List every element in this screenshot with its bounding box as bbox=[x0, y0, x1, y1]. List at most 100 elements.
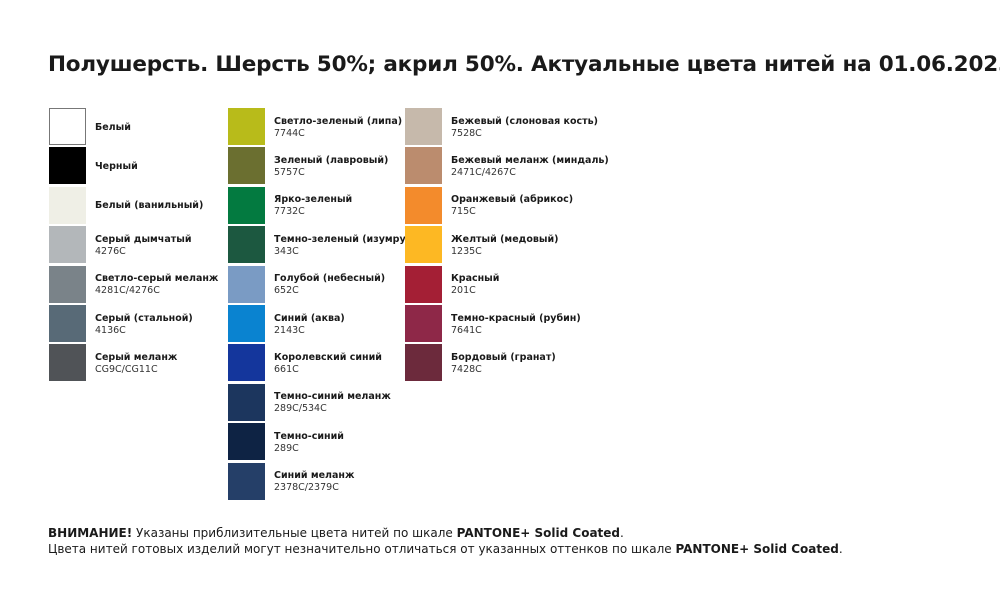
color-name: Серый меланж bbox=[95, 352, 178, 364]
color-label: Красный 201C bbox=[451, 273, 499, 297]
color-name: Оранжевый (абрикос) bbox=[451, 194, 574, 206]
color-swatch bbox=[228, 344, 265, 382]
color-swatch bbox=[49, 265, 86, 303]
color-label: Белый (ванильный) bbox=[95, 200, 203, 212]
color-label: Синий (аква) 2143C bbox=[274, 313, 345, 337]
color-label: Голубой (небесный) 652C bbox=[274, 273, 385, 297]
color-swatch bbox=[405, 186, 442, 224]
color-label: Белый bbox=[95, 122, 131, 134]
color-swatch bbox=[49, 304, 86, 342]
pantone-code: 343C bbox=[274, 245, 299, 257]
pantone-code: 289C bbox=[274, 442, 299, 454]
pantone-code: 2471C/4267C bbox=[451, 167, 516, 179]
color-name: Синий меланж bbox=[274, 470, 355, 482]
color-name: Темно-зеленый (изумруд) bbox=[274, 233, 418, 245]
pantone-code: 5757C bbox=[274, 167, 305, 179]
color-name: Желтый (медовый) bbox=[451, 233, 559, 245]
color-swatch bbox=[49, 108, 86, 145]
color-name: Голубой (небесный) bbox=[274, 273, 386, 285]
color-label: Бежевый меланж (миндаль) 2471C/4267C bbox=[451, 155, 609, 179]
color-label: Светло-серый меланж 4281C/4276C bbox=[95, 273, 218, 297]
color-label: Темно-синий 289C bbox=[274, 431, 344, 455]
color-name: Серый (стальной) bbox=[95, 312, 193, 324]
color-swatch bbox=[228, 186, 265, 224]
disclaimer-line-2: Цвета нитей готовых изделий могут незнач… bbox=[48, 542, 843, 556]
warning-label: ВНИМАНИЕ! bbox=[48, 526, 133, 540]
color-swatch bbox=[228, 226, 265, 264]
pantone-code: 2378C/2379C bbox=[274, 482, 339, 494]
color-label: Серый (стальной) 4136C bbox=[95, 313, 193, 337]
period: . bbox=[620, 526, 624, 540]
disclaimer-line-1: ВНИМАНИЕ! Указаны приблизительные цвета … bbox=[48, 526, 624, 540]
color-swatch bbox=[405, 226, 442, 264]
color-swatch bbox=[405, 265, 442, 303]
color-name: Темно-синий меланж bbox=[274, 391, 391, 403]
pantone-code: 7528C bbox=[451, 127, 482, 139]
color-label: Ярко-зеленый 7732C bbox=[274, 194, 352, 218]
color-name: Королевский синий bbox=[274, 352, 382, 364]
disclaimer-text: Цвета нитей готовых изделий могут незнач… bbox=[48, 542, 676, 556]
color-swatch bbox=[49, 344, 86, 382]
pantone-code: 201C bbox=[451, 285, 476, 297]
color-name: Бежевый меланж (миндаль) bbox=[451, 155, 609, 167]
color-swatch bbox=[228, 462, 265, 500]
color-name: Серый дымчатый bbox=[95, 233, 192, 245]
color-name: Светло-зеленый (липа) bbox=[274, 115, 403, 127]
color-name: Синий (аква) bbox=[274, 312, 345, 324]
pantone-brand: PANTONE+ Solid Coated bbox=[456, 526, 621, 540]
color-name: Ярко-зеленый bbox=[274, 194, 353, 206]
color-label: Серый дымчатый 4276C bbox=[95, 234, 191, 258]
color-swatch bbox=[405, 344, 442, 382]
page-title: Полушерсть. Шерсть 50%; акрил 50%. Актуа… bbox=[48, 52, 1000, 77]
color-swatch bbox=[228, 108, 265, 145]
color-name: Белый (ванильный) bbox=[95, 200, 204, 212]
color-swatch bbox=[228, 147, 265, 185]
color-swatch bbox=[228, 265, 265, 303]
color-label: Светло-зеленый (липа) 7744C bbox=[274, 116, 402, 140]
color-label: Темно-синий меланж 289C/534C bbox=[274, 391, 391, 415]
pantone-code: 2143C bbox=[274, 324, 305, 336]
color-label: Темно-красный (рубин) 7641C bbox=[451, 313, 581, 337]
color-swatch bbox=[405, 147, 442, 185]
disclaimer-text: Указаны приблизительные цвета нитей по ш… bbox=[132, 526, 457, 540]
color-swatch bbox=[405, 108, 442, 145]
color-label: Бежевый (слоновая кость) 7528C bbox=[451, 116, 598, 140]
pantone-code: 715C bbox=[451, 206, 476, 218]
color-label: Желтый (медовый) 1235C bbox=[451, 234, 558, 258]
pantone-code: 661C bbox=[274, 364, 299, 376]
color-name: Черный bbox=[95, 161, 138, 173]
pantone-code: 4281C/4276C bbox=[95, 285, 160, 297]
color-name: Темно-синий bbox=[274, 430, 344, 442]
color-label: Темно-зеленый (изумруд) 343C bbox=[274, 234, 418, 258]
pantone-code: 7744C bbox=[274, 127, 305, 139]
color-swatch bbox=[49, 226, 86, 264]
pantone-code: 1235C bbox=[451, 245, 482, 257]
color-name: Зеленый (лавровый) bbox=[274, 155, 389, 167]
color-swatch bbox=[228, 383, 265, 421]
color-name: Светло-серый меланж bbox=[95, 273, 219, 285]
pantone-code: 289C/534C bbox=[274, 403, 327, 415]
color-label: Зеленый (лавровый) 5757C bbox=[274, 155, 388, 179]
color-name: Бежевый (слоновая кость) bbox=[451, 115, 598, 127]
pantone-code: 7428C bbox=[451, 364, 482, 376]
pantone-brand: PANTONE+ Solid Coated bbox=[675, 542, 839, 556]
color-swatch bbox=[49, 147, 86, 185]
color-name: Красный bbox=[451, 273, 500, 285]
color-name: Темно-красный (рубин) bbox=[451, 312, 581, 324]
color-name: Бордовый (гранат) bbox=[451, 352, 556, 364]
color-swatch bbox=[405, 304, 442, 342]
pantone-code: 652C bbox=[274, 285, 299, 297]
color-label: Оранжевый (абрикос) 715C bbox=[451, 194, 573, 218]
pantone-code: 7641C bbox=[451, 324, 482, 336]
color-swatch bbox=[49, 186, 86, 224]
color-swatch bbox=[228, 304, 265, 342]
color-label: Синий меланж 2378C/2379C bbox=[274, 470, 354, 494]
pantone-code: 4276C bbox=[95, 245, 126, 257]
period: . bbox=[838, 542, 843, 556]
color-label: Королевский синий 661C bbox=[274, 352, 382, 376]
pantone-code: CG9C/CG11C bbox=[95, 364, 158, 376]
color-label: Бордовый (гранат) 7428C bbox=[451, 352, 556, 376]
color-label: Серый меланж CG9C/CG11C bbox=[95, 352, 177, 376]
color-name: Белый bbox=[95, 121, 131, 133]
pantone-code: 7732C bbox=[274, 206, 305, 218]
